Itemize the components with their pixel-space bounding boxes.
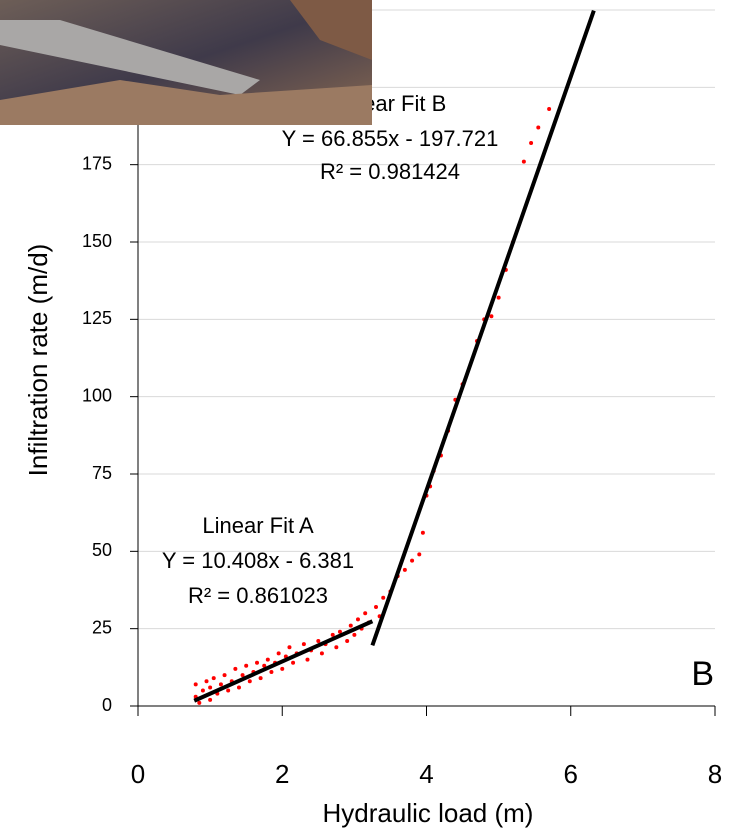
data-point [255,660,260,665]
annotation: R² = 0.981424 [320,159,460,184]
data-point [244,663,249,668]
data-point [301,642,306,647]
data-point [352,632,357,637]
fit-line [193,619,374,703]
data-point [547,106,552,111]
photo [0,0,372,125]
y-tick-label: 50 [92,540,112,560]
data-point [410,558,415,563]
data-point [218,682,223,687]
data-point [258,676,263,681]
x-tick-label: 6 [564,759,578,789]
annotation: R² = 0.861023 [188,583,328,608]
data-point [276,651,281,656]
data-point [240,673,245,678]
x-tick-label: 0 [131,759,145,789]
data-point [521,159,526,164]
data-point [222,673,227,678]
x-axis-label: Hydraulic load (m) [323,798,534,828]
data-point [348,623,353,628]
photo-soil [290,0,372,60]
y-tick-label: 125 [82,308,112,328]
data-point [208,685,213,690]
data-point [287,645,292,650]
data-point [269,669,274,674]
data-point [345,639,350,644]
data-point [204,679,209,684]
data-point [330,632,335,637]
data-point [200,688,205,693]
data-point [280,666,285,671]
y-tick-label: 0 [102,695,112,715]
fit-line [370,9,596,647]
data-point [211,676,216,681]
data-point [291,660,296,665]
data-point [536,125,541,130]
y-tick-label: 100 [82,385,112,405]
y-tick-label: 25 [92,617,112,637]
x-tick-label: 4 [419,759,433,789]
data-point [337,629,342,634]
data-point [265,657,270,662]
data-point [319,651,324,656]
data-point [374,605,379,610]
data-point [193,682,198,687]
y-tick-label: 175 [82,153,112,173]
data-point [236,685,241,690]
data-point [226,688,231,693]
data-point [247,679,252,684]
data-point [355,617,360,622]
data-point [420,530,425,535]
x-tick-label: 2 [275,759,289,789]
data-point [334,645,339,650]
data-point [381,595,386,600]
y-tick-label: 75 [92,463,112,483]
data-point [402,567,407,572]
data-point [363,611,368,616]
annotation: Linear Fit A [202,513,314,538]
y-tick-label: 150 [82,231,112,251]
photo-rod [0,20,260,95]
data-point [233,666,238,671]
x-tick-label: 8 [708,759,722,789]
annotation: Y = 10.408x - 6.381 [162,548,354,573]
data-point [262,663,267,668]
data-point [489,314,494,319]
photo-rock [0,80,372,125]
data-point [316,639,321,644]
data-point [197,700,202,705]
data-point [496,295,501,300]
annotation: Y = 66.855x - 197.721 [282,126,499,151]
y-axis-label: Infiltration rate (m/d) [23,244,53,477]
data-point [529,141,534,146]
panel-label: B [691,655,714,693]
data-point [305,657,310,662]
data-point [208,697,213,702]
data-point [417,552,422,557]
